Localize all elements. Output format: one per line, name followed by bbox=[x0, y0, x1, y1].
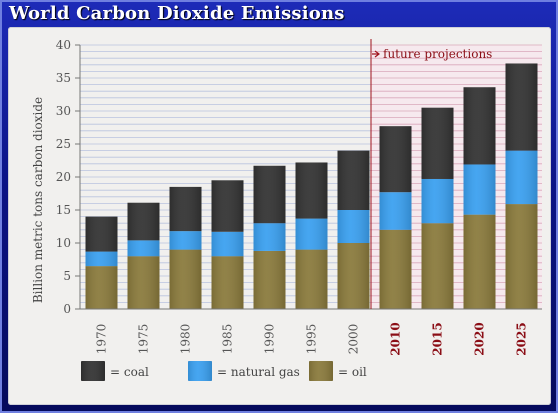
y-tick-label: 35 bbox=[56, 71, 71, 85]
bar-shade bbox=[295, 162, 328, 219]
x-tick-label: 2020 bbox=[473, 322, 487, 355]
x-tick-label: 1980 bbox=[179, 324, 193, 355]
legend-label-coal: = coal bbox=[110, 365, 149, 379]
y-tick-label: 10 bbox=[56, 236, 71, 250]
x-tick-label: 2025 bbox=[515, 322, 529, 355]
x-tick-label: 1975 bbox=[137, 324, 151, 355]
legend-label-oil: = oil bbox=[338, 365, 367, 379]
bar-shade bbox=[211, 231, 244, 257]
y-tick-label: 40 bbox=[56, 38, 71, 52]
bar-shade bbox=[421, 223, 454, 309]
y-tick-label: 25 bbox=[56, 137, 71, 151]
y-tick-label: 0 bbox=[63, 302, 71, 316]
y-axis: 0 5 10 15 20 25 30 35 40 bbox=[56, 38, 542, 316]
bar-shade bbox=[127, 202, 160, 241]
bar-shade bbox=[421, 107, 454, 179]
legend-swatch-shade bbox=[188, 361, 212, 381]
bar-shade bbox=[253, 223, 286, 251]
bar-shade bbox=[169, 186, 202, 232]
x-axis: 1970 1975 1980 1985 1990 1995 2000 2010 2015 2020… bbox=[95, 322, 529, 355]
bar-shade bbox=[505, 63, 538, 151]
bar-shade bbox=[337, 210, 370, 243]
bar-shade bbox=[169, 249, 202, 309]
bar-shade bbox=[379, 192, 412, 230]
x-tick-label: 2015 bbox=[431, 322, 445, 355]
legend-swatch-shade bbox=[81, 361, 105, 381]
legend-swatch-shade bbox=[309, 361, 333, 381]
bar-shade bbox=[169, 231, 202, 250]
projection-label: future projections bbox=[383, 47, 492, 61]
y-tick-label: 5 bbox=[63, 269, 71, 283]
bar-shade bbox=[337, 150, 370, 210]
bar-shade bbox=[253, 250, 286, 309]
projection-arrow-icon bbox=[372, 50, 380, 58]
chart-title: World Carbon Dioxide Emissions bbox=[9, 3, 345, 24]
bar-shade bbox=[295, 249, 328, 309]
x-tick-label: 1985 bbox=[221, 324, 235, 355]
bar-shade bbox=[337, 243, 370, 309]
bar-shade bbox=[505, 204, 538, 309]
bar-shade bbox=[379, 126, 412, 193]
bar-shade bbox=[295, 218, 328, 250]
bar-shade bbox=[211, 180, 244, 232]
bar-shade bbox=[505, 150, 538, 205]
y-tick-label: 15 bbox=[56, 203, 71, 217]
bar-shade bbox=[379, 229, 412, 309]
legend: = coal = natural gas = oil bbox=[81, 361, 367, 381]
bar-shade bbox=[85, 251, 118, 267]
bar-shade bbox=[463, 87, 496, 165]
bars bbox=[85, 63, 538, 309]
y-axis-label: Billion metric tons carbon dioxide bbox=[31, 97, 45, 303]
bar-shade bbox=[463, 214, 496, 309]
bar-shade bbox=[421, 178, 454, 224]
y-tick-label: 30 bbox=[56, 104, 71, 118]
x-tick-label: 1990 bbox=[263, 324, 277, 355]
bar-shade bbox=[211, 256, 244, 309]
bar-shade bbox=[85, 266, 118, 309]
legend-label-gas: = natural gas bbox=[217, 365, 300, 379]
x-tick-label: 1970 bbox=[95, 324, 109, 355]
projection-annotation: future projections bbox=[370, 39, 492, 309]
x-tick-label: 2010 bbox=[389, 322, 403, 355]
bar-shade bbox=[85, 216, 118, 252]
y-tick-label: 20 bbox=[56, 170, 71, 184]
x-tick-label: 1995 bbox=[305, 324, 319, 355]
bar-shade bbox=[127, 240, 160, 257]
bar-shade bbox=[127, 256, 160, 309]
bar-shade bbox=[463, 164, 496, 215]
x-tick-label: 2000 bbox=[347, 324, 361, 355]
bar-shade bbox=[253, 165, 286, 224]
